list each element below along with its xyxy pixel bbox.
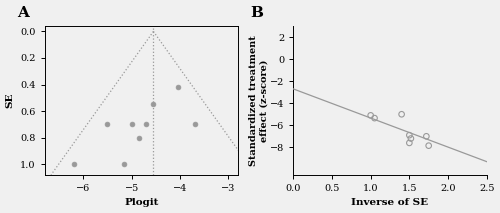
Point [190, 123, 198, 126]
Point [406, 141, 413, 145]
Point [174, 85, 182, 89]
Point [150, 103, 158, 106]
Point [370, 117, 378, 120]
Point [424, 144, 432, 147]
Text: A: A [18, 6, 29, 20]
Text: B: B [251, 6, 264, 20]
Point [142, 123, 150, 126]
Point [120, 163, 128, 166]
Point [398, 112, 406, 116]
Y-axis label: Standardized treatment
effect (z-score): Standardized treatment effect (z-score) [249, 35, 268, 166]
X-axis label: Inverse of SE: Inverse of SE [352, 199, 428, 207]
X-axis label: Plogit: Plogit [124, 199, 158, 207]
Point [128, 123, 136, 126]
Point [406, 134, 413, 137]
Point [366, 114, 374, 117]
Point [135, 136, 143, 139]
Point [422, 135, 430, 138]
Point [104, 123, 112, 126]
Point [70, 163, 78, 166]
Y-axis label: SE: SE [6, 93, 15, 108]
Point [407, 137, 415, 140]
